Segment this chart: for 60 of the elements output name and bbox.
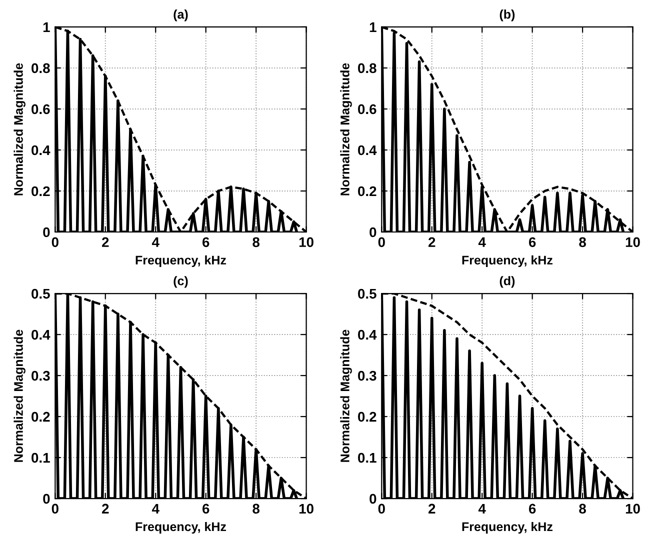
x-tick-label: 2 (102, 237, 109, 247)
chart-title: (b) (500, 10, 515, 22)
y-tick-label: 0.2 (32, 186, 50, 196)
y-axis-title: Normalized Magnitude (340, 330, 352, 462)
y-tick-label: 0.6 (32, 104, 50, 114)
x-axis-title: Frequency, kHz (462, 522, 552, 534)
x-tick-label: 8 (579, 504, 586, 514)
x-tick-label: 0 (378, 237, 385, 248)
y-tick-label: 0.4 (358, 145, 377, 156)
x-axis-title: Frequency, kHz (136, 255, 226, 268)
x-tick-label: 8 (579, 237, 586, 248)
y-tick-label: 0.2 (32, 412, 50, 422)
x-tick-label: 2 (428, 504, 436, 514)
x-axis-title: Frequency, kHz (462, 255, 552, 268)
x-tick-label: 10 (626, 237, 640, 248)
y-tick-label: 0.2 (358, 412, 376, 422)
x-tick-label: 4 (152, 237, 160, 247)
x-tick-label: 0 (52, 504, 58, 514)
x-tick-label: 10 (626, 504, 640, 514)
x-tick-label: 0 (378, 504, 385, 514)
y-tick-label: 0.4 (358, 330, 377, 340)
y-tick-label: 0.5 (358, 288, 376, 299)
x-tick-label: 2 (102, 504, 109, 514)
y-axis-title: Normalized Magnitude (340, 63, 352, 196)
x-tick-label: 6 (202, 504, 210, 514)
y-tick-label: 0.1 (358, 452, 376, 463)
y-tick-label: 0 (370, 494, 376, 504)
y-tick-label: 0.4 (32, 145, 50, 156)
y-tick-label: 0 (43, 494, 50, 504)
y-tick-label: 0.1 (32, 452, 50, 463)
y-tick-label: 0.5 (32, 288, 50, 299)
chart-title: (c) (174, 276, 188, 288)
y-tick-label: 0.3 (32, 370, 50, 381)
y-tick-label: 0.6 (358, 104, 376, 114)
x-axis-title: Frequency, kHz (136, 522, 226, 534)
chart-title: (a) (174, 10, 188, 22)
y-tick-label: 1 (43, 22, 50, 32)
y-tick-label: 1 (370, 22, 376, 32)
x-tick-label: 2 (428, 237, 436, 247)
x-tick-label: 4 (478, 237, 486, 247)
x-tick-label: 4 (478, 504, 486, 514)
x-tick-label: 10 (299, 237, 314, 248)
x-tick-label: 8 (252, 504, 260, 514)
y-tick-label: 0.8 (358, 63, 376, 74)
x-tick-label: 0 (52, 237, 58, 248)
y-axis-title: Normalized Magnitude (14, 330, 26, 462)
y-axis-title: Normalized Magnitude (14, 63, 26, 196)
x-tick-label: 6 (202, 237, 210, 248)
x-tick-label: 4 (152, 504, 160, 514)
x-tick-label: 10 (299, 504, 314, 514)
y-tick-label: 0.8 (32, 63, 50, 74)
chart-title: (d) (500, 276, 515, 288)
x-tick-label: 8 (252, 237, 260, 248)
x-tick-label: 6 (528, 504, 536, 514)
y-tick-label: 0.4 (32, 330, 50, 340)
y-tick-label: 0 (43, 227, 50, 238)
x-tick-label: 6 (528, 237, 536, 248)
y-tick-label: 0 (370, 227, 376, 238)
y-tick-label: 0.3 (358, 370, 376, 381)
y-tick-label: 0.2 (358, 186, 376, 196)
